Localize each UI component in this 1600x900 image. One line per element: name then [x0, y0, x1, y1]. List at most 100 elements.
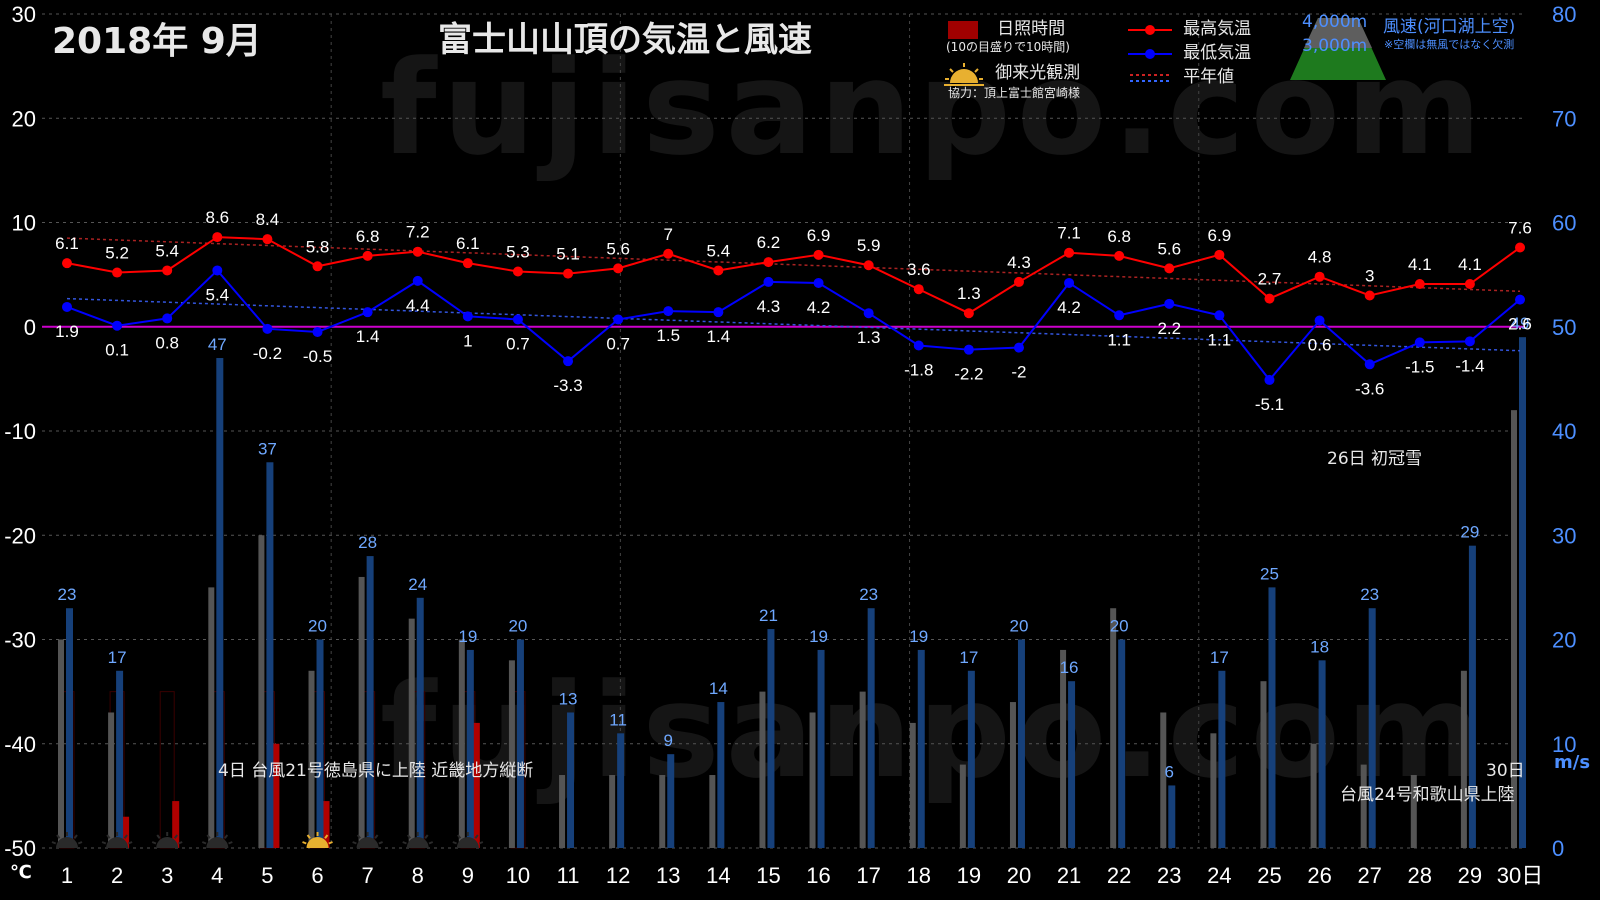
- wind-4000-label: 23: [58, 585, 77, 604]
- left-unit-label: ℃: [10, 862, 32, 883]
- min-temp-label: 0.7: [506, 334, 530, 353]
- wind-3000-bar: [659, 775, 666, 848]
- right-axis-tick: 80: [1552, 2, 1576, 27]
- max-temp-point: [763, 257, 774, 268]
- sunrise-ray: [77, 841, 83, 845]
- max-temp-label: 5.9: [857, 236, 881, 255]
- wind-4000-bar: [366, 556, 374, 848]
- min-temp-point: [112, 320, 123, 331]
- min-temp-point: [162, 313, 173, 324]
- wind-4000-label: 21: [759, 606, 778, 625]
- legend-alt-4000: 4,000m: [1302, 12, 1368, 32]
- wind-4000-bar: [216, 358, 224, 848]
- sunrise-ray: [474, 834, 479, 839]
- x-axis-tick: 11: [557, 863, 580, 888]
- min-line-icon: [1128, 48, 1172, 59]
- min-temp-label: 4.4: [406, 296, 430, 315]
- x-axis-tick: 4: [211, 863, 223, 888]
- wind-4000-label: 17: [959, 648, 978, 667]
- max-temp-point: [863, 260, 874, 271]
- wind-4000-label: 16: [1060, 658, 1079, 677]
- wind-3000-bar: [1410, 775, 1417, 848]
- max-temp-label: 5.1: [556, 245, 580, 264]
- page-title: 富士山山頂の気温と風速: [438, 20, 812, 60]
- x-axis-tick: 29: [1458, 863, 1482, 888]
- max-temp-point: [162, 265, 173, 276]
- sunrise-ray: [56, 834, 61, 839]
- max-temp-point: [1414, 279, 1425, 290]
- max-temp-label: 2.7: [1258, 270, 1282, 289]
- min-temp-label: 1.4: [356, 327, 380, 346]
- wind-4000-bar: [1218, 670, 1226, 848]
- wind-3000-bar: [1110, 608, 1117, 848]
- max-temp-label: 5.4: [155, 241, 179, 260]
- x-axis-tick: 2: [111, 863, 123, 888]
- min-temp-label: 0.7: [606, 334, 630, 353]
- max-temp-point: [312, 261, 323, 272]
- wind-4000-label: 28: [358, 533, 377, 552]
- max-temp-label: 3: [1365, 266, 1374, 285]
- min-temp-label: 1.3: [857, 328, 881, 347]
- max-temp-point: [412, 246, 423, 257]
- min-temp-point: [863, 308, 874, 319]
- max-temp-point: [62, 258, 72, 269]
- legend-normal: 平年値: [1128, 62, 1234, 87]
- x-axis-tick: 24: [1207, 863, 1231, 888]
- min-temp-point: [1314, 315, 1325, 326]
- max-temp-label: 4.1: [1458, 255, 1482, 274]
- right-axis-tick: 60: [1552, 211, 1576, 236]
- wind-4000-bar: [1168, 785, 1176, 848]
- sunrise-icon: [944, 62, 984, 86]
- legend-alt-3000: 3,000m: [1302, 36, 1368, 56]
- min-temp-point: [1114, 310, 1125, 321]
- min-temp-point: [1013, 342, 1024, 353]
- sunrise-ray: [201, 841, 207, 845]
- min-temp-point: [613, 314, 624, 325]
- max-temp-label: 5.8: [306, 237, 330, 256]
- min-temp-label: 1.1: [1208, 330, 1232, 349]
- min-temp-point: [563, 356, 574, 367]
- wind-3000-bar: [108, 712, 115, 848]
- sunrise-ray: [302, 841, 307, 845]
- min-temp-label: 1: [463, 331, 472, 350]
- x-axis-tick: 9: [462, 863, 474, 888]
- x-axis-tick: 12: [606, 863, 630, 888]
- min-temp-point: [913, 340, 924, 351]
- wind-3000-bar: [1360, 764, 1367, 848]
- annotation-day26: 26日 初冠雪: [1327, 449, 1423, 469]
- wind-3000-bar: [1310, 743, 1317, 848]
- min-temp-label: 0.6: [1308, 335, 1332, 354]
- sunrise-ray: [352, 841, 357, 845]
- sunrise-ray: [324, 834, 329, 839]
- max-temp-point: [462, 258, 473, 269]
- min-temp-label: 4.3: [757, 297, 781, 316]
- wind-3000-bar: [609, 775, 616, 848]
- min-temp-label: -1.8: [904, 361, 933, 380]
- wind-3000-bar: [859, 691, 866, 848]
- x-axis-tick: 7: [361, 863, 373, 888]
- wind-4000-label: 11: [609, 710, 627, 729]
- sunrise-ray: [173, 834, 178, 839]
- sunrise-ray: [306, 834, 311, 839]
- wind-4000-label: 19: [909, 627, 928, 646]
- wind-3000-bar: [559, 775, 566, 848]
- min-temp-label: -0.2: [253, 344, 282, 363]
- min-temp-point: [212, 265, 223, 276]
- max-temp-point: [813, 249, 824, 260]
- max-line-icon: [1128, 24, 1172, 35]
- sunrise-ray: [106, 834, 111, 839]
- right-axis-tick: 10: [1552, 732, 1576, 757]
- wind-4000-bar: [717, 702, 725, 848]
- left-axis-tick: -30: [4, 628, 36, 653]
- sunshine-bar: [472, 722, 480, 848]
- max-temp-label: 6.9: [807, 226, 831, 245]
- wind-4000-label: 25: [1260, 564, 1279, 583]
- max-temp-point: [713, 265, 724, 276]
- legend-min-label: 最低気温: [1183, 43, 1252, 63]
- legend-wind-note: ※空欄は無風ではなく欠測: [1384, 38, 1515, 51]
- min-temp-point: [763, 276, 774, 287]
- x-axis-tick: 3: [161, 863, 173, 888]
- max-temp-point: [212, 232, 223, 243]
- min-temp-point: [62, 301, 72, 312]
